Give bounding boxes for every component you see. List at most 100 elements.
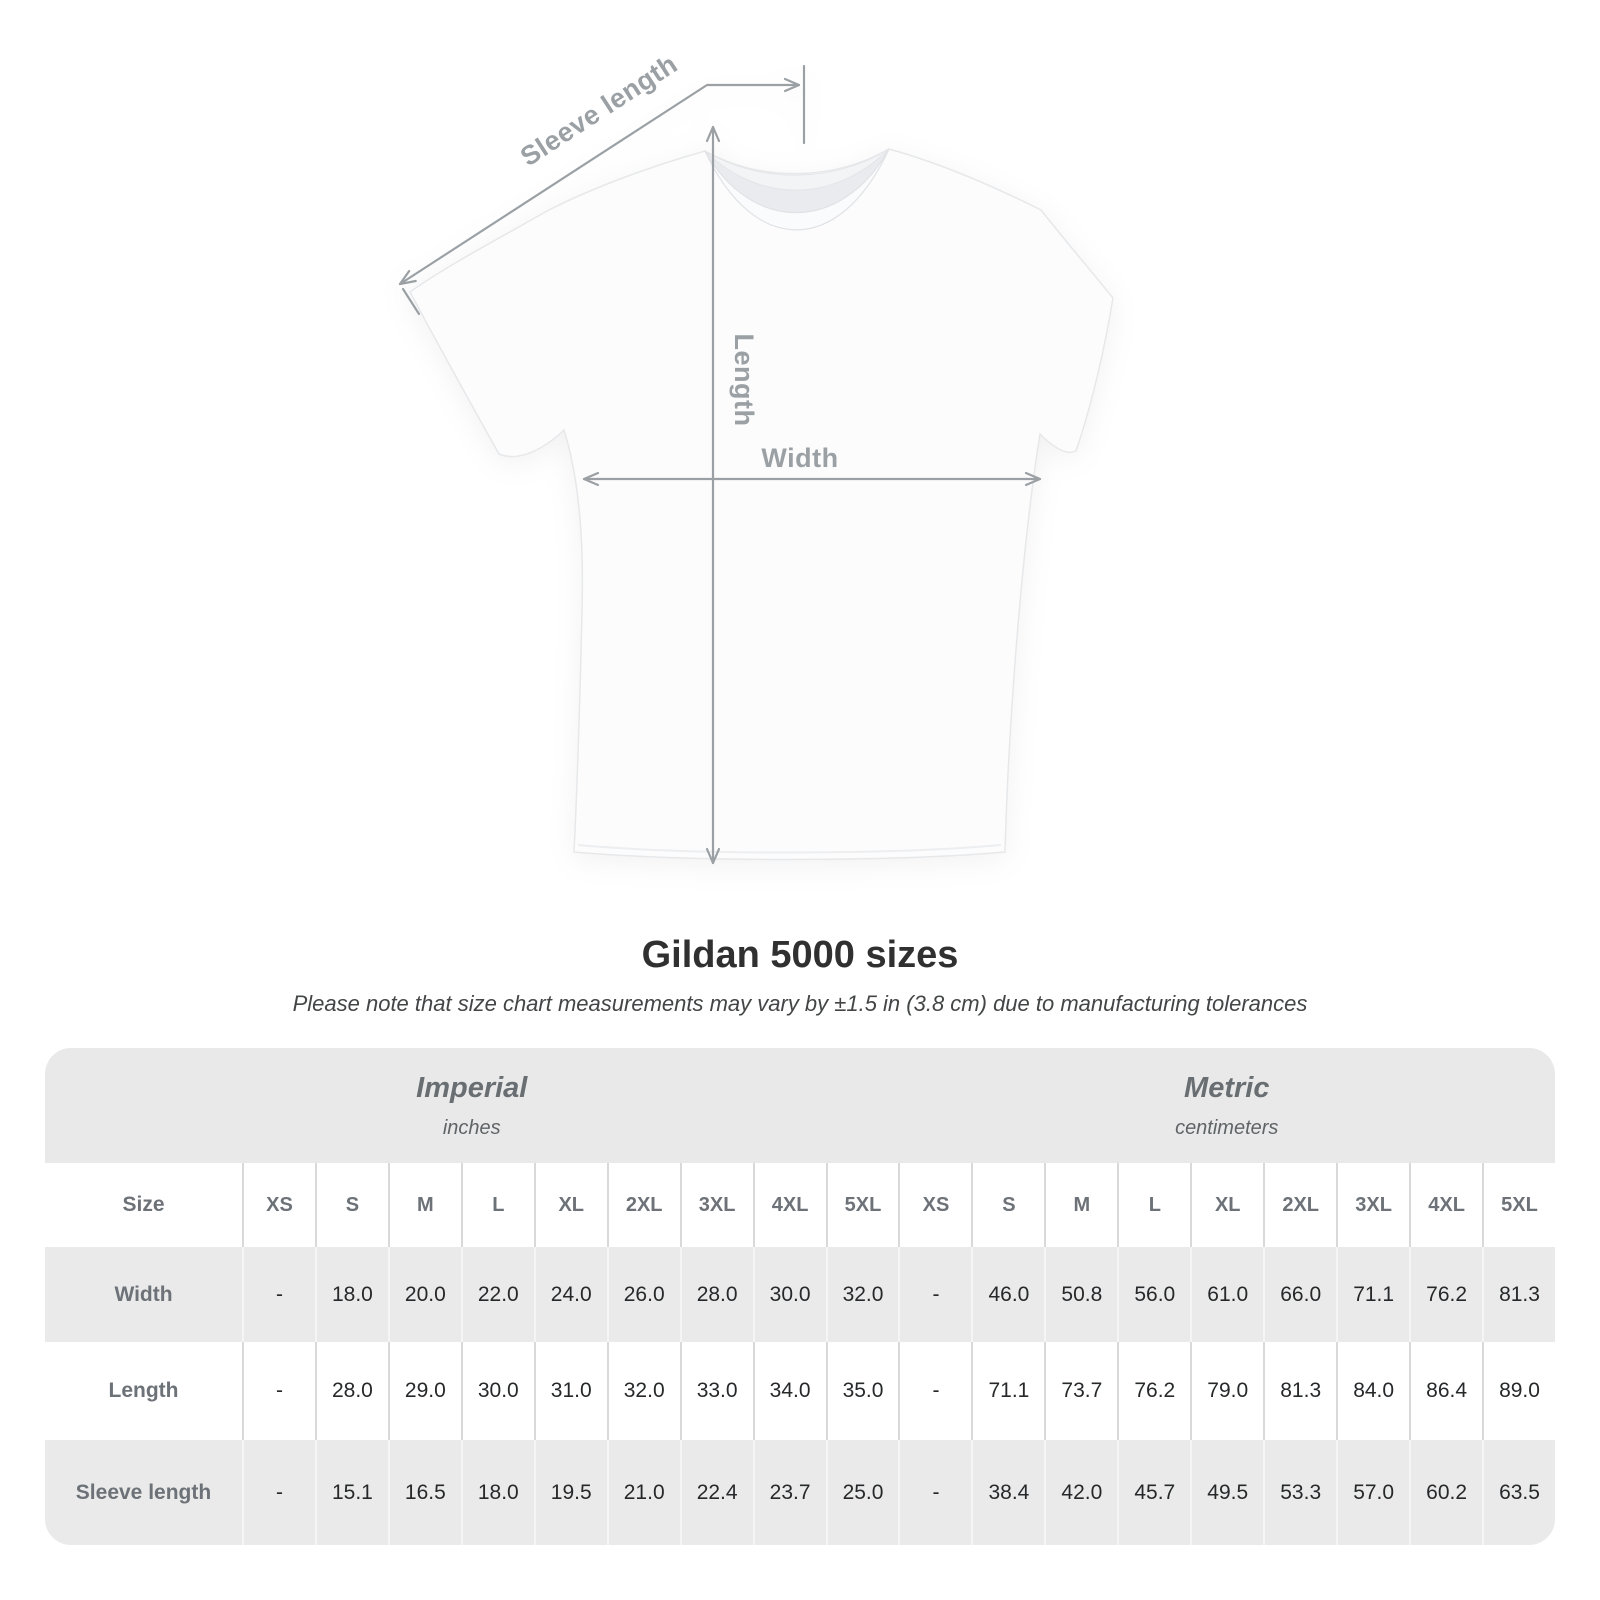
imperial-heading: Imperial	[416, 1071, 528, 1104]
table-cell: -	[242, 1342, 315, 1440]
table-cell: 30.0	[752, 1247, 826, 1342]
column-header: XL	[1190, 1163, 1263, 1247]
dimension-arrows	[398, 64, 1042, 865]
table-cell: 30.0	[460, 1342, 534, 1440]
table-row-width: Width - 18.0 20.0 22.0 24.0 26.0 28.0 30…	[45, 1247, 1555, 1342]
column-header: 4XL	[752, 1163, 826, 1247]
row-label: Sleeve length	[75, 1480, 212, 1504]
table-cell: 28.0	[314, 1342, 388, 1440]
table-cell: 45.7	[1117, 1440, 1190, 1545]
tshirt-body	[409, 148, 1114, 861]
table-cell: 84.0	[1336, 1342, 1409, 1440]
table-cell: 81.3	[1482, 1247, 1555, 1342]
front-collar-band	[704, 148, 890, 231]
table-cell: 35.0	[825, 1342, 899, 1440]
table-cell: -	[898, 1440, 971, 1545]
table-cell: 15.1	[314, 1440, 388, 1545]
table-cell: 61.0	[1190, 1247, 1263, 1342]
table-cell: 31.0	[533, 1342, 607, 1440]
table-cell: 50.8	[1044, 1247, 1117, 1342]
table-cell: 34.0	[752, 1342, 826, 1440]
table-cell: 19.5	[533, 1440, 607, 1545]
column-header: L	[1117, 1163, 1190, 1247]
table-cell: 71.1	[971, 1342, 1044, 1440]
table-cell: 71.1	[1336, 1247, 1409, 1342]
size-table: Imperial inches Metric centimeters Size …	[45, 1048, 1555, 1545]
title-block: Gildan 5000 sizes Please note that size …	[0, 934, 1600, 1017]
table-cell: 57.0	[1336, 1440, 1409, 1545]
table-cell: -	[242, 1440, 315, 1545]
column-header: M	[387, 1163, 461, 1247]
table-row-length: Length - 28.0 29.0 30.0 31.0 32.0 33.0 3…	[45, 1342, 1555, 1440]
column-header: XS	[898, 1163, 971, 1247]
table-cell: 76.2	[1409, 1247, 1482, 1342]
table-cell: 25.0	[825, 1440, 899, 1545]
tshirt-graphic	[398, 64, 1114, 865]
table-cell: 22.0	[460, 1247, 534, 1342]
imperial-unit: inches	[442, 1116, 501, 1139]
sleeve-length-arrow	[398, 64, 806, 316]
table-cell: 33.0	[679, 1342, 753, 1440]
column-header: 5XL	[1482, 1163, 1555, 1247]
width-arrow	[582, 471, 1042, 487]
table-header-band: Imperial inches Metric centimeters	[45, 1048, 1555, 1163]
table-cell: 21.0	[606, 1440, 680, 1545]
width-label: Width	[761, 443, 839, 473]
table-cell: 24.0	[533, 1247, 607, 1342]
tolerance-note: Please note that size chart measurements…	[292, 991, 1308, 1016]
table-cell: 26.0	[606, 1247, 680, 1342]
column-header: 3XL	[1336, 1163, 1409, 1247]
table-cell: 76.2	[1117, 1342, 1190, 1440]
table-cell: 89.0	[1482, 1342, 1555, 1440]
table-cell: 28.0	[679, 1247, 753, 1342]
table-cell: 66.0	[1263, 1247, 1336, 1342]
table-cell: 18.0	[460, 1440, 534, 1545]
table-cell: 56.0	[1117, 1247, 1190, 1342]
metric-unit: centimeters	[1175, 1116, 1279, 1139]
row-label: Length	[108, 1379, 179, 1402]
column-header: XL	[533, 1163, 607, 1247]
table-cell: 18.0	[314, 1247, 388, 1342]
hem-stitch-line	[577, 844, 1002, 854]
table-cell: 32.0	[825, 1247, 899, 1342]
table-cell: -	[898, 1247, 971, 1342]
column-header: L	[460, 1163, 534, 1247]
table-cell: 49.5	[1190, 1440, 1263, 1545]
table-cell: -	[898, 1342, 971, 1440]
table-cell: 20.0	[387, 1247, 461, 1342]
column-header: XS	[242, 1163, 315, 1247]
table-cell: 42.0	[1044, 1440, 1117, 1545]
table-cell: 16.5	[387, 1440, 461, 1545]
row-label: Width	[114, 1282, 173, 1306]
length-label: Length	[729, 333, 759, 427]
table-cell: 38.4	[971, 1440, 1044, 1545]
table-cell: 23.7	[752, 1440, 826, 1545]
table-cell: 29.0	[387, 1342, 461, 1440]
table-cell: 63.5	[1482, 1440, 1555, 1545]
column-header: 5XL	[825, 1163, 899, 1247]
column-header: 4XL	[1409, 1163, 1482, 1247]
column-header: 2XL	[606, 1163, 680, 1247]
table-cell: 46.0	[971, 1247, 1044, 1342]
table-cell: 22.4	[679, 1440, 753, 1545]
size-header: Size	[122, 1193, 165, 1216]
table-cell: 73.7	[1044, 1342, 1117, 1440]
unit-system-metric: Metric centimeters	[899, 1048, 1556, 1163]
table-cell: 81.3	[1263, 1342, 1336, 1440]
column-header: 3XL	[679, 1163, 753, 1247]
column-header: 2XL	[1263, 1163, 1336, 1247]
tshirt-measurement-diagram: Sleeve length Length Width	[398, 49, 1114, 865]
table-cell: 53.3	[1263, 1440, 1336, 1545]
table-cell: -	[242, 1247, 315, 1342]
metric-heading: Metric	[1184, 1071, 1270, 1104]
table-column-header-row: Size XS S M L XL 2XL 3XL 4XL 5XL XS S M …	[45, 1163, 1555, 1247]
table-cell: 60.2	[1409, 1440, 1482, 1545]
column-header: S	[314, 1163, 388, 1247]
length-arrow	[705, 125, 721, 865]
table-cell: 79.0	[1190, 1342, 1263, 1440]
column-header: S	[971, 1163, 1044, 1247]
table-row-sleeve-length: Sleeve length - 15.1 16.5 18.0 19.5 21.0…	[45, 1440, 1555, 1545]
column-header: M	[1044, 1163, 1117, 1247]
unit-system-imperial: Imperial inches	[45, 1048, 899, 1163]
table-cell: 32.0	[606, 1342, 680, 1440]
